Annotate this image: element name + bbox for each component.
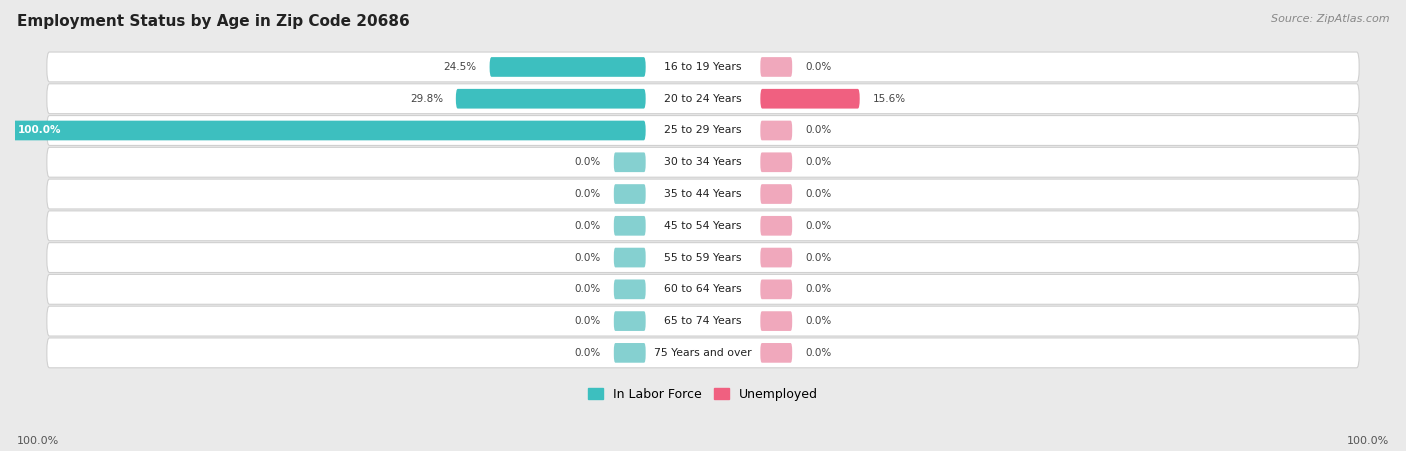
FancyBboxPatch shape xyxy=(46,115,1360,145)
FancyBboxPatch shape xyxy=(614,311,645,331)
Text: 16 to 19 Years: 16 to 19 Years xyxy=(664,62,742,72)
Text: 0.0%: 0.0% xyxy=(575,284,602,295)
Text: 29.8%: 29.8% xyxy=(411,94,443,104)
FancyBboxPatch shape xyxy=(456,89,645,109)
Text: 0.0%: 0.0% xyxy=(804,189,831,199)
Text: Source: ZipAtlas.com: Source: ZipAtlas.com xyxy=(1271,14,1389,23)
FancyBboxPatch shape xyxy=(761,311,792,331)
Text: 15.6%: 15.6% xyxy=(873,94,905,104)
FancyBboxPatch shape xyxy=(489,57,645,77)
FancyBboxPatch shape xyxy=(761,216,792,236)
FancyBboxPatch shape xyxy=(8,121,645,140)
Text: 0.0%: 0.0% xyxy=(804,221,831,231)
Legend: In Labor Force, Unemployed: In Labor Force, Unemployed xyxy=(583,383,823,406)
Text: 0.0%: 0.0% xyxy=(575,348,602,358)
FancyBboxPatch shape xyxy=(46,84,1360,114)
Text: 0.0%: 0.0% xyxy=(575,316,602,326)
Text: 0.0%: 0.0% xyxy=(804,157,831,167)
FancyBboxPatch shape xyxy=(46,306,1360,336)
FancyBboxPatch shape xyxy=(761,152,792,172)
Text: 100.0%: 100.0% xyxy=(17,437,59,446)
FancyBboxPatch shape xyxy=(46,274,1360,304)
Text: 0.0%: 0.0% xyxy=(804,284,831,295)
Text: 100.0%: 100.0% xyxy=(18,125,62,135)
Text: 0.0%: 0.0% xyxy=(804,125,831,135)
FancyBboxPatch shape xyxy=(46,179,1360,209)
FancyBboxPatch shape xyxy=(46,243,1360,272)
FancyBboxPatch shape xyxy=(614,343,645,363)
FancyBboxPatch shape xyxy=(761,121,792,140)
Text: 0.0%: 0.0% xyxy=(804,62,831,72)
Text: 0.0%: 0.0% xyxy=(804,316,831,326)
Text: 35 to 44 Years: 35 to 44 Years xyxy=(664,189,742,199)
Text: 45 to 54 Years: 45 to 54 Years xyxy=(664,221,742,231)
FancyBboxPatch shape xyxy=(614,248,645,267)
Text: 24.5%: 24.5% xyxy=(444,62,477,72)
FancyBboxPatch shape xyxy=(761,280,792,299)
FancyBboxPatch shape xyxy=(614,152,645,172)
FancyBboxPatch shape xyxy=(46,338,1360,368)
FancyBboxPatch shape xyxy=(761,184,792,204)
Text: 30 to 34 Years: 30 to 34 Years xyxy=(664,157,742,167)
Text: 25 to 29 Years: 25 to 29 Years xyxy=(664,125,742,135)
FancyBboxPatch shape xyxy=(614,280,645,299)
Text: 65 to 74 Years: 65 to 74 Years xyxy=(664,316,742,326)
FancyBboxPatch shape xyxy=(614,216,645,236)
FancyBboxPatch shape xyxy=(614,184,645,204)
Text: 100.0%: 100.0% xyxy=(1347,437,1389,446)
Text: 0.0%: 0.0% xyxy=(575,157,602,167)
Text: 60 to 64 Years: 60 to 64 Years xyxy=(664,284,742,295)
FancyBboxPatch shape xyxy=(761,343,792,363)
Text: 0.0%: 0.0% xyxy=(575,221,602,231)
Text: 20 to 24 Years: 20 to 24 Years xyxy=(664,94,742,104)
FancyBboxPatch shape xyxy=(46,147,1360,177)
FancyBboxPatch shape xyxy=(761,89,859,109)
Text: 0.0%: 0.0% xyxy=(804,348,831,358)
FancyBboxPatch shape xyxy=(761,57,792,77)
Text: 0.0%: 0.0% xyxy=(575,253,602,262)
Text: 0.0%: 0.0% xyxy=(575,189,602,199)
Text: 75 Years and over: 75 Years and over xyxy=(654,348,752,358)
FancyBboxPatch shape xyxy=(761,248,792,267)
FancyBboxPatch shape xyxy=(46,52,1360,82)
FancyBboxPatch shape xyxy=(46,211,1360,241)
Text: 0.0%: 0.0% xyxy=(804,253,831,262)
Text: Employment Status by Age in Zip Code 20686: Employment Status by Age in Zip Code 206… xyxy=(17,14,409,28)
Text: 55 to 59 Years: 55 to 59 Years xyxy=(664,253,742,262)
